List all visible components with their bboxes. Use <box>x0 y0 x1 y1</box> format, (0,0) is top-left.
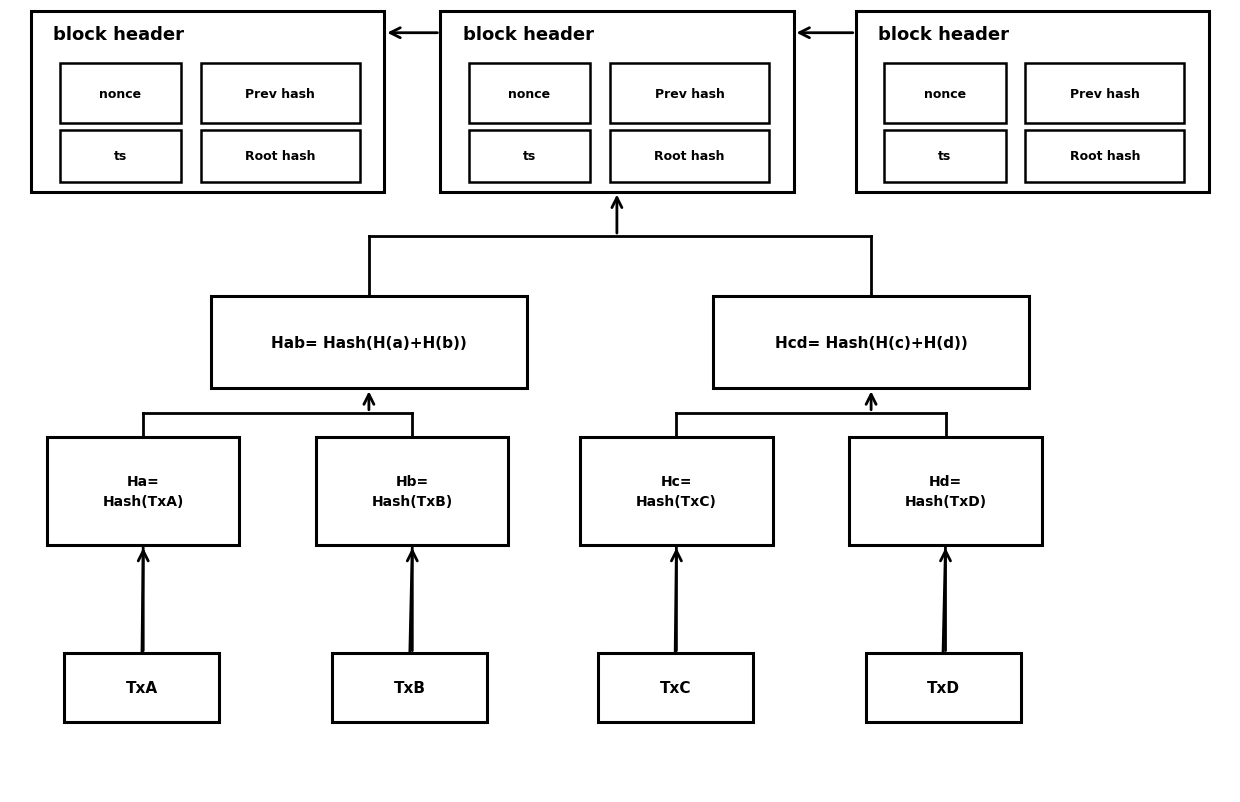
Text: block header: block header <box>463 26 594 44</box>
Text: Prev hash: Prev hash <box>655 87 724 101</box>
Text: Prev hash: Prev hash <box>246 87 315 101</box>
Text: TxC: TxC <box>660 680 691 695</box>
Text: TxD: TxD <box>926 680 960 695</box>
Text: Root hash: Root hash <box>655 150 724 164</box>
Bar <box>580 437 773 545</box>
Bar <box>440 12 794 192</box>
Bar <box>469 131 590 183</box>
Bar <box>1025 64 1184 124</box>
Text: nonce: nonce <box>924 87 966 101</box>
Bar <box>713 297 1029 389</box>
Bar <box>469 64 590 124</box>
Text: Hcd= Hash(H(c)+H(d)): Hcd= Hash(H(c)+H(d)) <box>775 335 967 350</box>
Text: ts: ts <box>939 150 951 164</box>
Bar <box>60 64 181 124</box>
Text: Hb=
Hash(TxB): Hb= Hash(TxB) <box>372 475 453 508</box>
Bar <box>610 64 769 124</box>
Bar <box>598 654 753 722</box>
Bar <box>211 297 527 389</box>
Text: Ha=
Hash(TxA): Ha= Hash(TxA) <box>103 475 184 508</box>
Text: Hc=
Hash(TxC): Hc= Hash(TxC) <box>636 475 717 508</box>
Bar <box>610 131 769 183</box>
Text: ts: ts <box>114 150 126 164</box>
Bar <box>332 654 487 722</box>
Text: nonce: nonce <box>508 87 551 101</box>
Text: Prev hash: Prev hash <box>1070 87 1140 101</box>
Text: Hab= Hash(H(a)+H(b)): Hab= Hash(H(a)+H(b)) <box>272 335 466 350</box>
Bar <box>316 437 508 545</box>
Bar <box>60 131 181 183</box>
Bar <box>64 654 219 722</box>
Bar <box>849 437 1042 545</box>
Bar <box>866 654 1021 722</box>
Text: Root hash: Root hash <box>246 150 315 164</box>
Bar <box>1025 131 1184 183</box>
Text: TxB: TxB <box>394 680 425 695</box>
Text: TxA: TxA <box>126 680 157 695</box>
Text: block header: block header <box>878 26 1009 44</box>
Text: Hd=
Hash(TxD): Hd= Hash(TxD) <box>904 475 987 508</box>
Bar <box>31 12 384 192</box>
Bar <box>201 64 360 124</box>
Bar <box>47 437 239 545</box>
Text: block header: block header <box>53 26 185 44</box>
Bar <box>201 131 360 183</box>
Bar <box>856 12 1209 192</box>
Text: ts: ts <box>523 150 536 164</box>
Text: nonce: nonce <box>99 87 141 101</box>
Text: Root hash: Root hash <box>1070 150 1140 164</box>
Bar <box>884 64 1006 124</box>
Bar <box>884 131 1006 183</box>
